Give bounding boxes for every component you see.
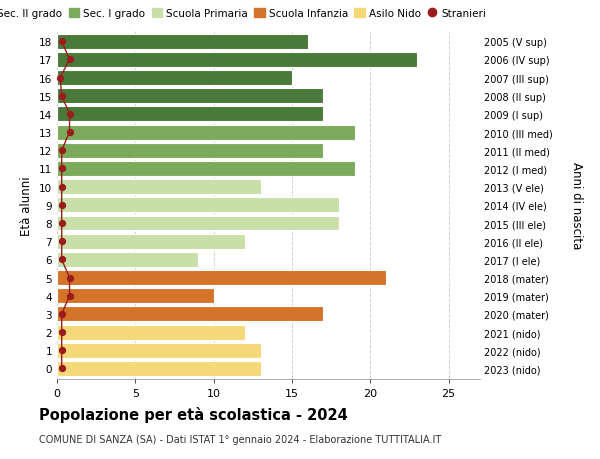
Bar xyxy=(57,234,245,249)
Point xyxy=(65,129,74,136)
Point xyxy=(57,311,67,318)
Bar xyxy=(57,53,418,67)
Bar xyxy=(57,252,198,267)
Point xyxy=(65,292,74,300)
Bar xyxy=(57,180,260,195)
Point xyxy=(65,56,74,64)
Point xyxy=(57,238,67,246)
Text: COMUNE DI SANZA (SA) - Dati ISTAT 1° gennaio 2024 - Elaborazione TUTTITALIA.IT: COMUNE DI SANZA (SA) - Dati ISTAT 1° gen… xyxy=(39,434,441,444)
Point xyxy=(57,347,67,354)
Legend: Sec. II grado, Sec. I grado, Scuola Primaria, Scuola Infanzia, Asilo Nido, Stran: Sec. II grado, Sec. I grado, Scuola Prim… xyxy=(0,5,491,23)
Bar xyxy=(57,107,323,122)
Point xyxy=(57,202,67,209)
Point xyxy=(65,274,74,282)
Bar xyxy=(57,89,323,104)
Y-axis label: Anni di nascita: Anni di nascita xyxy=(569,162,583,249)
Point xyxy=(57,165,67,173)
Point xyxy=(57,329,67,336)
Text: Popolazione per età scolastica - 2024: Popolazione per età scolastica - 2024 xyxy=(39,406,348,422)
Point xyxy=(57,184,67,191)
Point xyxy=(55,75,65,82)
Point xyxy=(57,220,67,227)
Bar xyxy=(57,162,355,177)
Point xyxy=(57,147,67,155)
Point xyxy=(57,93,67,100)
Point xyxy=(57,39,67,46)
Bar xyxy=(57,270,386,285)
Bar xyxy=(57,343,260,358)
Bar xyxy=(57,198,339,213)
Bar xyxy=(57,289,214,303)
Bar xyxy=(57,325,245,340)
Bar xyxy=(57,35,308,50)
Bar xyxy=(57,71,292,86)
Point xyxy=(57,365,67,372)
Point xyxy=(65,111,74,118)
Bar xyxy=(57,307,323,322)
Y-axis label: Età alunni: Età alunni xyxy=(20,176,34,235)
Bar xyxy=(57,125,355,140)
Point xyxy=(57,256,67,263)
Bar xyxy=(57,361,260,376)
Bar xyxy=(57,144,323,158)
Bar xyxy=(57,216,339,231)
